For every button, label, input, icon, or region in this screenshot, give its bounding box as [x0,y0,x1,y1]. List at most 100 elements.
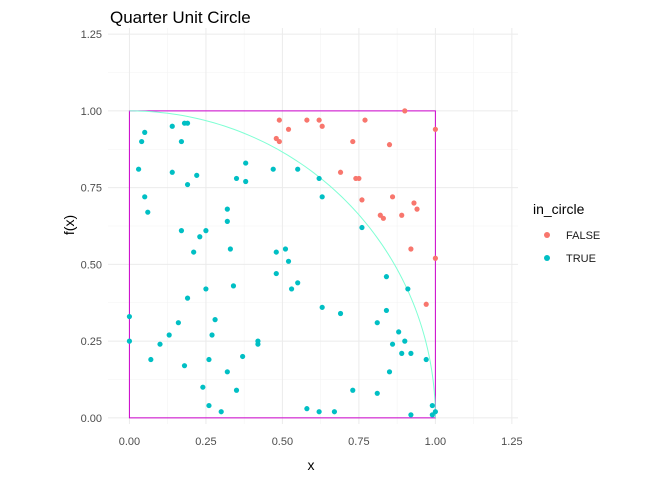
y-tick-label: 0.25 [81,336,102,348]
point-true [255,341,261,347]
point-true [178,138,185,145]
point-false [399,212,405,218]
point-true [288,286,295,292]
point-true [240,353,246,360]
point-true [212,317,218,323]
point-false [319,123,325,129]
point-true [386,369,393,375]
x-tick-label: 0.25 [195,436,216,448]
point-true [396,329,402,335]
point-true [142,194,148,200]
y-tick-label: 0.75 [81,183,102,195]
data-points [126,108,438,418]
point-true [337,310,344,317]
point-true [191,249,197,255]
point-true [374,390,380,396]
point-false [423,301,429,307]
point-true [399,350,405,356]
point-true [319,304,325,310]
chart-title: Quarter Unit Circle [110,8,251,27]
point-true [145,209,151,215]
point-true [166,332,172,338]
point-true [295,280,301,286]
point-true [383,307,390,314]
legend-label-true: TRUE [566,253,596,265]
point-true [175,320,181,326]
point-true [374,320,380,326]
point-true [209,332,215,338]
point-true [243,178,249,185]
legend-label-false: FALSE [566,230,600,242]
x-tick-label: 0.50 [272,436,293,448]
point-true [285,258,292,264]
x-tick-label: 1.00 [425,436,446,448]
point-true [206,356,212,363]
point-false [380,215,386,221]
point-false [408,246,414,252]
point-false [350,138,356,145]
point-true [169,123,175,129]
x-tick-label: 0.75 [348,436,369,448]
y-tick-label: 0.00 [81,413,102,425]
point-true [273,249,279,255]
point-false [356,175,362,182]
point-true [350,387,356,393]
legend-title: in_circle [533,201,585,217]
quarter-circle-arc [129,110,436,418]
point-false [389,194,396,200]
point-true [383,274,390,280]
point-true [224,206,230,212]
point-true [331,409,338,415]
point-true [126,313,133,320]
point-false [304,117,310,123]
x-tick-label: 0.00 [119,436,140,448]
point-false [432,126,438,132]
point-true [218,409,224,415]
point-true [423,356,429,363]
point-true [206,402,212,409]
point-false [276,138,282,145]
point-true [359,224,365,231]
point-true [243,160,249,166]
point-true [316,175,322,182]
axes: 0.00 0.25 0.50 0.75 1.00 1.25 0.00 0.25 0.50 0.75… [81,29,523,448]
point-true [126,338,133,344]
point-false [316,117,322,123]
x-axis-title: x [308,457,315,473]
point-true [224,369,230,375]
legend: in_circle FALSE TRUE [533,201,600,265]
point-true [203,286,209,292]
point-true [197,234,203,240]
point-false [402,108,408,114]
y-axis-title: f(x) [61,215,77,235]
grid [108,28,518,424]
x-tick-label: 1.25 [501,436,522,448]
point-false [411,200,417,206]
point-true [169,169,175,175]
point-true [304,406,310,412]
point-true [233,175,240,182]
point-false [386,142,393,148]
point-false [359,197,365,203]
point-true [203,228,209,234]
point-true [184,120,191,126]
reference-shapes [128,110,436,419]
point-true [270,166,276,172]
point-true [408,350,414,356]
point-true [429,402,435,409]
y-tick-label: 1.25 [81,29,102,41]
point-true [405,286,411,292]
point-true [282,246,289,252]
point-true [200,384,206,390]
point-false [337,169,344,175]
point-false [285,126,292,132]
legend-key-true [544,255,550,261]
point-true [316,409,322,415]
point-true [181,363,188,369]
point-true [142,129,148,135]
point-true [402,338,408,344]
point-false [432,255,438,261]
point-true [178,228,185,234]
point-true [230,283,237,289]
